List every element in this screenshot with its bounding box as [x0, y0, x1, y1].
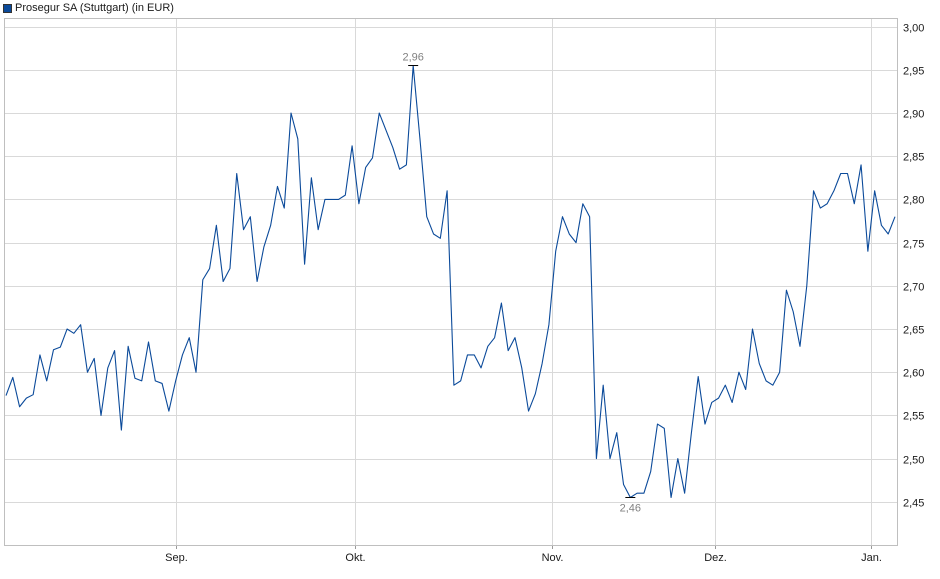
- x-tick-label: Okt.: [345, 552, 365, 564]
- y-tick-label: 2,75: [903, 239, 924, 251]
- plot-frame: [4, 18, 898, 546]
- x-tick-label: Sep.: [165, 552, 188, 564]
- legend-swatch: [3, 3, 12, 13]
- y-tick-label: 2,65: [903, 325, 924, 337]
- price-series-line: [5, 64, 896, 499]
- y-tick-label: 2,55: [903, 411, 924, 423]
- y-tick-label: 2,90: [903, 109, 924, 121]
- x-tick-label: Dez.: [704, 552, 727, 564]
- y-tick-label: 2,85: [903, 152, 924, 164]
- y-tick-label: 2,50: [903, 455, 924, 467]
- y-tick-label: 2,80: [903, 195, 924, 207]
- legend-label: Prosegur SA (Stuttgart) (in EUR): [15, 2, 174, 14]
- extreme-label: 2,46: [620, 502, 641, 514]
- x-tick-label: Nov.: [542, 552, 564, 564]
- x-tick-label: Jan.: [861, 552, 882, 564]
- y-tick-label: 2,95: [903, 66, 924, 78]
- y-tick-label: 2,60: [903, 368, 924, 380]
- y-tick-label: 2,70: [903, 282, 924, 294]
- y-tick-label: 3,00: [903, 23, 924, 35]
- chart-legend: Prosegur SA (Stuttgart) (in EUR): [3, 1, 174, 15]
- extreme-label: 2,96: [402, 52, 423, 64]
- y-tick-label: 2,45: [903, 498, 924, 510]
